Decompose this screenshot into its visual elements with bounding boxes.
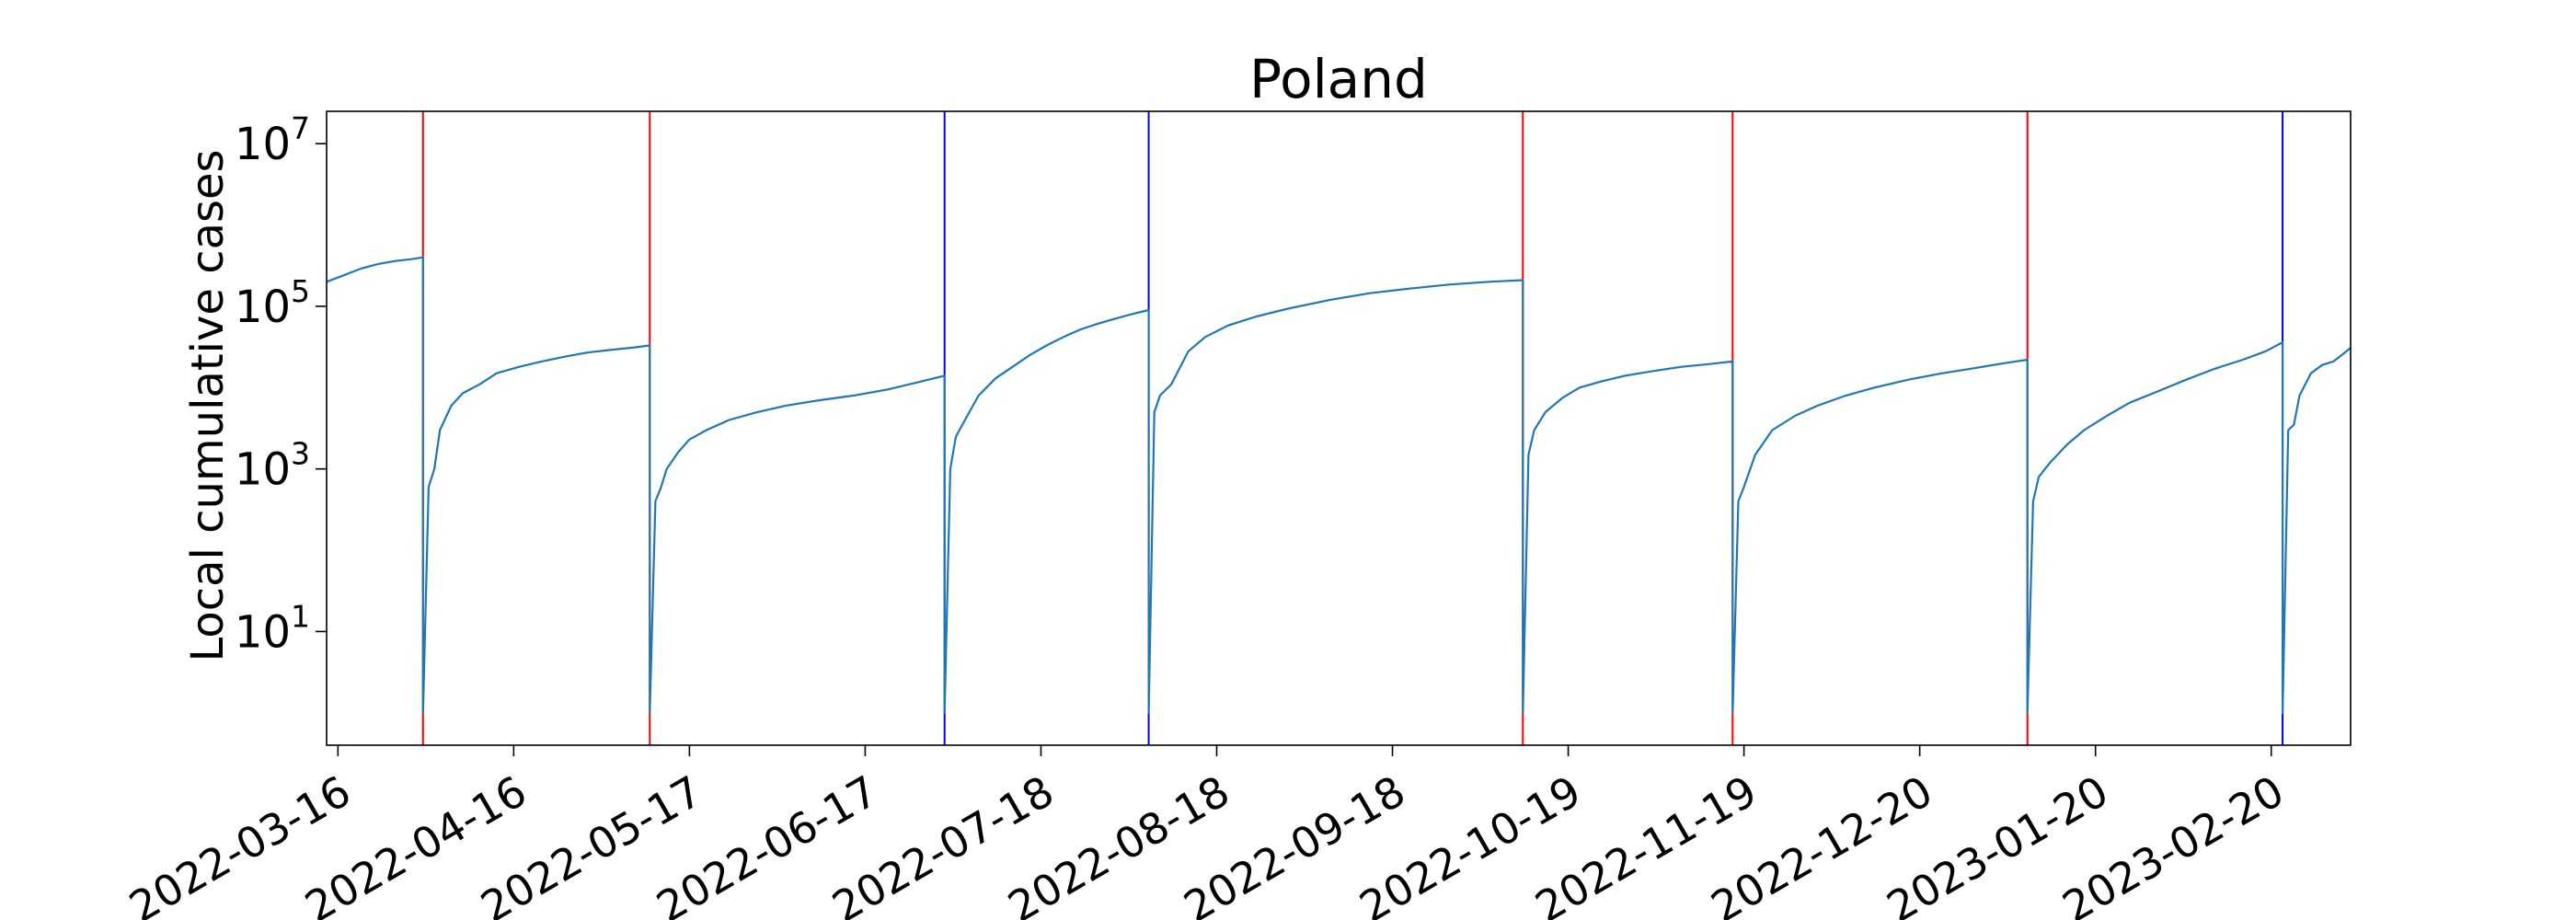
y-tick-label-2: 103 bbox=[235, 436, 310, 496]
y-tick-label-3: 105 bbox=[235, 273, 310, 333]
y-tick-label-4: 107 bbox=[235, 110, 310, 170]
y-tick-label-1: 101 bbox=[235, 598, 310, 658]
plot-frame bbox=[326, 110, 2352, 746]
y-axis-label: Local cumulative cases bbox=[182, 149, 234, 661]
series-line-1 bbox=[326, 256, 2352, 714]
chart-title: Poland bbox=[1249, 48, 1428, 110]
